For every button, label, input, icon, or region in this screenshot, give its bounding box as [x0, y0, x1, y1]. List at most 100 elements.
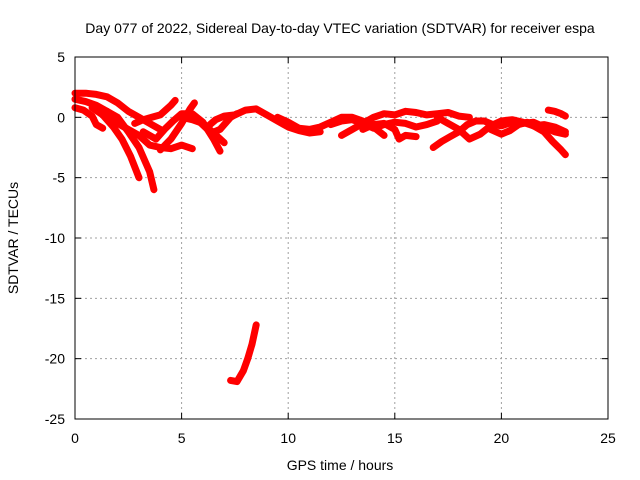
data-point [423, 121, 430, 128]
x-tick-label: 15 [387, 430, 403, 446]
x-tick-label: 25 [600, 430, 616, 446]
data-point [167, 102, 174, 109]
data-point [423, 111, 430, 118]
data-point [242, 107, 249, 114]
data-point [306, 126, 313, 133]
y-axis-label: SDTVAR / TECUs [5, 182, 21, 294]
data-point [466, 114, 473, 121]
data-point [148, 114, 155, 121]
data-point [481, 118, 488, 124]
x-tick-label: 20 [494, 430, 510, 446]
data-point [212, 116, 219, 123]
data-point [498, 131, 505, 138]
data-point [157, 111, 164, 118]
x-tick-label: 5 [178, 430, 186, 446]
data-point [150, 186, 157, 193]
data-point [234, 378, 240, 385]
y-tick-label: 0 [57, 109, 65, 125]
data-point [146, 168, 153, 175]
data-point [349, 126, 356, 133]
data-point [114, 99, 121, 106]
data-point [402, 108, 409, 115]
data-point [472, 118, 479, 124]
data-point [244, 355, 251, 362]
data-point [253, 321, 260, 328]
chart-title: Day 077 of 2022, Sidereal Day-to-day VTE… [85, 20, 595, 36]
data-point [253, 105, 260, 112]
data-point [515, 121, 522, 128]
data-point [140, 128, 147, 135]
data-point [136, 144, 142, 151]
data-point [189, 116, 196, 123]
data-point [240, 367, 247, 374]
data-point [509, 116, 516, 123]
data-point [391, 126, 398, 133]
data-point [208, 130, 215, 136]
data-point [402, 132, 409, 139]
data-point [551, 124, 558, 130]
data-point [127, 152, 134, 159]
data-point [131, 120, 138, 127]
data-point [338, 132, 345, 139]
series-line-track-r [487, 118, 569, 159]
data-point [93, 121, 100, 128]
data-point [558, 146, 565, 153]
data-point [359, 126, 366, 133]
data-point [541, 128, 547, 135]
data-point [136, 174, 142, 181]
data-point [217, 126, 223, 133]
data-point [445, 120, 452, 127]
data-point [195, 118, 202, 124]
data-point [263, 111, 270, 118]
data-point [178, 142, 185, 149]
data-point [249, 341, 255, 348]
data-point [434, 114, 441, 121]
data-point [549, 138, 556, 145]
data-point [396, 136, 403, 143]
data-point [381, 110, 388, 117]
data-point [104, 108, 110, 115]
data-point [541, 121, 547, 128]
data-point [295, 125, 302, 132]
data-point [89, 113, 96, 120]
data-point [125, 108, 132, 115]
data-point [506, 127, 513, 134]
y-tick-label: 5 [57, 49, 65, 65]
data-point [234, 110, 240, 117]
data-point [327, 121, 334, 128]
data-point [413, 133, 420, 140]
data-point [80, 107, 87, 114]
x-axis-label: GPS time / hours [287, 457, 394, 473]
data-point [445, 109, 452, 116]
data-point [161, 126, 168, 133]
grid-lines [75, 57, 608, 419]
data-point [381, 120, 388, 127]
data-point [82, 90, 89, 97]
axis-ticks: 0 5 10 15 20 25 5 0 -5 -10 -15 -20 -25 [45, 49, 616, 446]
data-point [413, 124, 420, 130]
data-point [455, 126, 462, 133]
data-point [146, 142, 153, 149]
data-point [349, 116, 356, 123]
data-point [466, 136, 473, 143]
data-point [227, 377, 234, 384]
data-point [157, 146, 164, 153]
data-point [93, 91, 100, 98]
data-point [391, 119, 398, 126]
data-point [274, 114, 281, 121]
y-tick-label: -25 [45, 411, 65, 427]
data-point [447, 133, 454, 140]
x-tick-label: 0 [71, 430, 79, 446]
data-point [562, 151, 569, 158]
data-point [99, 125, 106, 132]
data-point [487, 126, 494, 133]
data-point [317, 124, 324, 130]
data-point [438, 138, 445, 145]
data-point [170, 118, 177, 124]
data-point [118, 136, 125, 143]
data-point [464, 121, 471, 128]
data-point [532, 124, 539, 130]
data-point [551, 108, 558, 115]
data-point [370, 121, 377, 128]
